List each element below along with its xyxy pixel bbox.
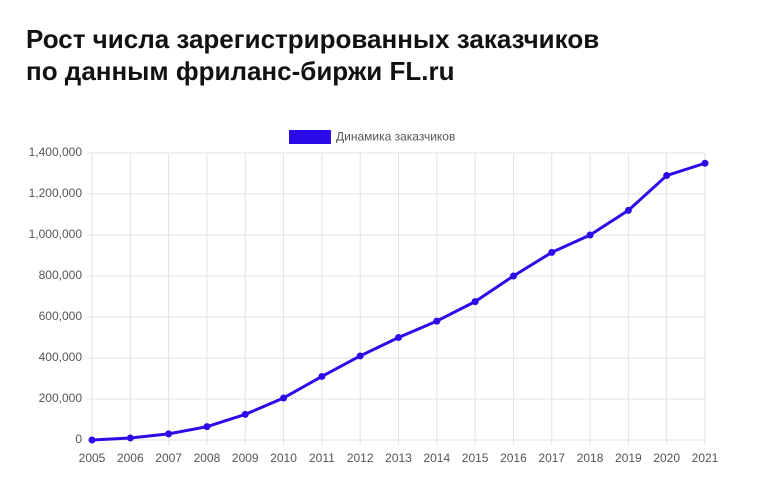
point (663, 172, 671, 180)
legend-label: Динамика заказчиков (336, 130, 455, 144)
y-tick-label: 1,200,000 (29, 186, 83, 200)
x-tick-label: 2015 (462, 451, 489, 465)
x-tick-label: 2010 (270, 451, 297, 465)
y-tick-label: 1,400,000 (29, 145, 83, 159)
y-tick-label: 800,000 (39, 268, 83, 282)
point (241, 410, 249, 418)
point (203, 423, 211, 431)
x-tick-label: 2016 (500, 451, 527, 465)
x-tick-label: 2007 (155, 451, 182, 465)
point (433, 317, 441, 325)
x-tick-label: 2020 (653, 451, 680, 465)
point (701, 159, 709, 167)
x-tick-label: 2014 (423, 451, 450, 465)
point (318, 372, 326, 380)
x-tick-label: 2008 (194, 451, 221, 465)
point (471, 298, 479, 306)
x-tick-label: 2012 (347, 451, 374, 465)
x-tick-label: 2017 (538, 451, 565, 465)
x-tick-label: 2018 (577, 451, 604, 465)
point (548, 248, 556, 256)
point (395, 334, 402, 341)
point (356, 352, 364, 360)
point (509, 272, 517, 280)
point (586, 231, 594, 239)
x-tick-label: 2019 (615, 451, 642, 465)
x-tick-label: 2011 (309, 451, 335, 465)
point (165, 430, 173, 438)
y-tick-label: 0 (75, 432, 82, 446)
x-tick-label: 2021 (692, 451, 719, 465)
y-tick-label: 1,000,000 (29, 227, 83, 241)
y-tick-label: 600,000 (39, 309, 83, 323)
point (624, 206, 632, 214)
y-tick-label: 400,000 (39, 350, 83, 364)
point (126, 434, 134, 442)
y-tick-label: 200,000 (39, 391, 83, 405)
x-tick-label: 2005 (79, 451, 106, 465)
chart-title: по данным фриланс-биржи FL.ru (26, 56, 455, 86)
legend-swatch (289, 130, 331, 144)
x-tick-label: 2013 (385, 451, 412, 465)
point (88, 436, 96, 444)
chart-title: Рост числа зарегистрированных заказчиков (26, 24, 600, 54)
point (280, 394, 288, 402)
x-tick-label: 2006 (117, 451, 144, 465)
x-tick-label: 2009 (232, 451, 259, 465)
